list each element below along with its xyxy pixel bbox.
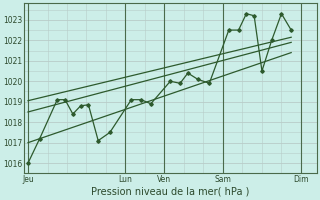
X-axis label: Pression niveau de la mer( hPa ): Pression niveau de la mer( hPa ) — [91, 187, 250, 197]
